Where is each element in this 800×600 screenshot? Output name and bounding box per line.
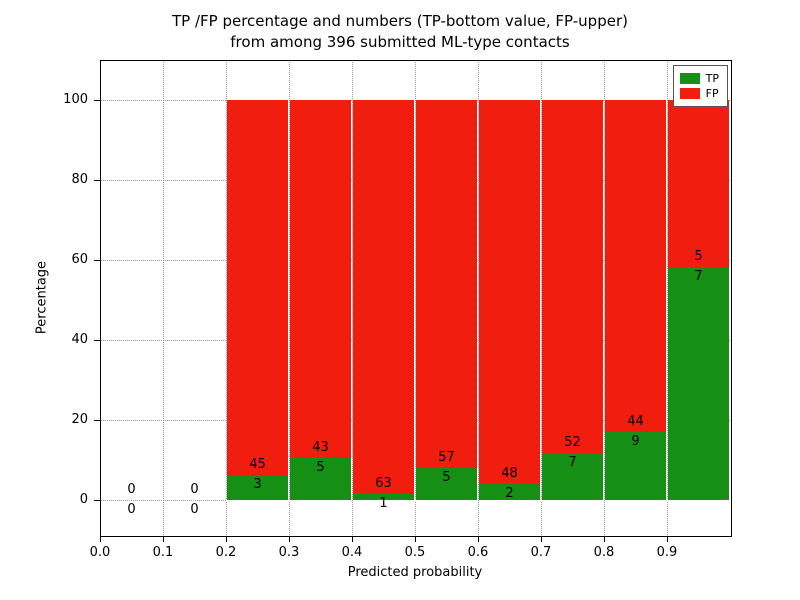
v-gridline: [100, 60, 101, 535]
v-gridline: [415, 60, 416, 535]
chart-title-line2: from among 396 submitted ML-type contact…: [230, 33, 570, 51]
fp-bar-segment: [605, 100, 666, 433]
v-gridline: [478, 60, 479, 535]
fp-bar-segment: [290, 100, 351, 459]
x-tick-mark: [100, 536, 101, 542]
x-tick-mark: [415, 536, 416, 542]
fp-count-label: 44: [627, 414, 644, 430]
tp-count-label: 1: [379, 495, 388, 511]
x-tick-mark: [604, 536, 605, 542]
y-tick-mark: [94, 180, 100, 181]
fp-count-label: 5: [694, 248, 703, 264]
fp-count-label: 48: [501, 466, 518, 481]
x-tick-label: 0.3: [278, 545, 300, 560]
x-tick-label: 0.1: [152, 545, 174, 560]
v-gridline: [604, 60, 605, 535]
fp-count-label: 43: [312, 440, 329, 456]
y-tick-label: 0: [79, 492, 88, 507]
tp-bar-segment: [668, 266, 729, 500]
fp-bar-segment: [227, 100, 288, 475]
y-axis-label: Percentage: [34, 260, 50, 335]
x-tick-mark: [163, 536, 164, 542]
fp-count-label: 63: [375, 475, 392, 491]
fp-count-label: 0: [190, 482, 199, 497]
x-axis-label: Predicted probability: [347, 565, 483, 580]
v-gridline: [541, 60, 542, 535]
y-tick-mark: [94, 420, 100, 421]
x-tick-label: 0.9: [656, 545, 678, 560]
y-tick-label: 40: [71, 332, 88, 347]
x-tick-mark: [352, 536, 353, 542]
x-tick-label: 0.5: [404, 545, 426, 560]
y-tick-label: 60: [71, 252, 88, 267]
x-tick-mark: [541, 536, 542, 542]
y-tick-label: 80: [71, 172, 88, 187]
x-tick-mark: [226, 536, 227, 542]
x-tick-label: 0.4: [341, 545, 363, 560]
tp-count-label: 0: [127, 502, 136, 517]
y-tick-mark: [94, 100, 100, 101]
tp-count-label: 3: [253, 477, 262, 492]
v-gridline: [352, 60, 353, 535]
v-gridline: [667, 60, 668, 535]
tp-bar-segment: [353, 493, 414, 500]
legend-item-tp: TP: [679, 72, 719, 85]
tp-bar-segment: [542, 452, 603, 500]
fp-bar-segment: [668, 100, 729, 267]
fp-bar-segment: [542, 100, 603, 453]
fp-bar-segment: [416, 100, 477, 468]
tp-bar-segment: [227, 475, 288, 500]
tp-bar-segment: [605, 432, 666, 500]
y-tick-mark: [94, 500, 100, 501]
y-tick-label: 20: [71, 412, 88, 427]
x-tick-label: 0.7: [530, 545, 552, 560]
x-tick-mark: [478, 536, 479, 542]
x-tick-label: 0.6: [467, 545, 489, 560]
zero-gridline-overlay: [226, 500, 730, 501]
tp-bar-segment: [416, 467, 477, 500]
fp-count-label: 57: [438, 449, 455, 465]
fp-count-label: 45: [249, 457, 266, 472]
y-tick-mark: [94, 260, 100, 261]
legend: TP FP: [672, 65, 728, 107]
fp-count-label: 52: [564, 434, 581, 450]
fp-bar-segment: [353, 100, 414, 494]
y-tick-mark: [94, 340, 100, 341]
tp-legend-swatch: [679, 73, 700, 84]
x-tick-label: 0.0: [89, 545, 111, 560]
x-tick-label: 0.2: [215, 545, 237, 560]
tp-count-label: 7: [568, 454, 577, 470]
chart-title-line1: TP /FP percentage and numbers (TP-bottom…: [172, 12, 628, 30]
fp-legend-swatch: [679, 88, 700, 99]
tp-count-label: 7: [694, 268, 703, 284]
tp-count-label: 0: [190, 502, 199, 517]
x-tick-label: 0.8: [593, 545, 615, 560]
tp-bar-segment: [290, 458, 351, 500]
fp-legend-label: FP: [705, 87, 719, 100]
tp-count-label: 9: [631, 434, 640, 450]
tp-bar-segment: [479, 484, 540, 500]
v-gridline: [226, 60, 227, 535]
v-gridline: [289, 60, 290, 535]
y-tick-label: 100: [63, 92, 88, 107]
x-tick-mark: [667, 536, 668, 542]
tp-count-label: 5: [316, 460, 325, 476]
tp-count-label: 2: [505, 486, 514, 501]
x-tick-mark: [289, 536, 290, 542]
tp-count-label: 5: [442, 469, 451, 485]
v-gridline: [163, 60, 164, 535]
fp-bar-segment: [479, 100, 540, 484]
fp-count-label: 0: [127, 482, 136, 497]
legend-item-fp: FP: [679, 87, 719, 100]
tp-legend-label: TP: [705, 72, 719, 85]
